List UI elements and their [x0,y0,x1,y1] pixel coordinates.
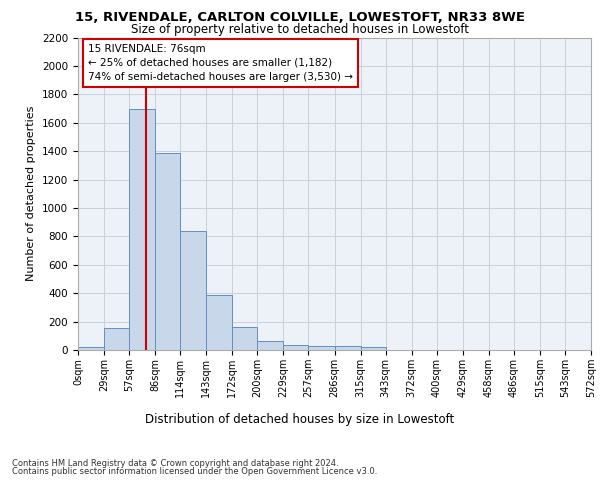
Bar [361,347,386,350]
Bar [308,346,335,350]
Bar [257,341,283,350]
Bar [129,108,155,350]
Text: Size of property relative to detached houses in Lowestoft: Size of property relative to detached ho… [131,22,469,36]
Y-axis label: Number of detached properties: Number of detached properties [26,106,37,282]
Text: Distribution of detached houses by size in Lowestoft: Distribution of detached houses by size … [145,412,455,426]
Text: Contains HM Land Registry data © Crown copyright and database right 2024.: Contains HM Land Registry data © Crown c… [12,458,338,468]
Bar [104,328,129,350]
Text: 15 RIVENDALE: 76sqm
← 25% of detached houses are smaller (1,182)
74% of semi-det: 15 RIVENDALE: 76sqm ← 25% of detached ho… [88,44,353,82]
Bar [78,347,104,350]
Bar [206,296,232,350]
Bar [180,232,206,350]
Bar [232,326,257,350]
Bar [283,344,308,350]
Text: Contains public sector information licensed under the Open Government Licence v3: Contains public sector information licen… [12,467,377,476]
Text: 15, RIVENDALE, CARLTON COLVILLE, LOWESTOFT, NR33 8WE: 15, RIVENDALE, CARLTON COLVILLE, LOWESTO… [75,11,525,24]
Bar [155,152,180,350]
Bar [335,346,361,350]
